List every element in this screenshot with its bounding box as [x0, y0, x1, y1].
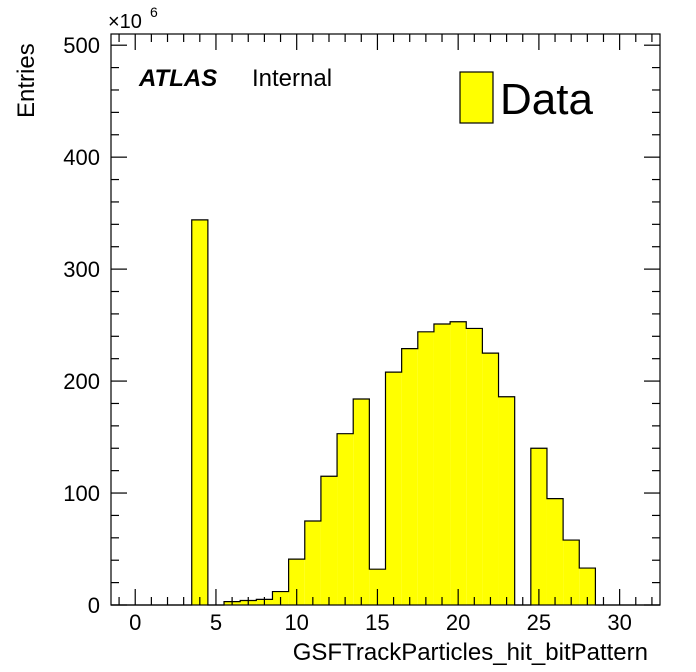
legend-swatch — [459, 71, 494, 124]
y-tick-label: 300 — [63, 257, 100, 282]
histogram-bar — [563, 540, 580, 605]
histogram-bar — [288, 559, 305, 605]
y-tick-label: 500 — [63, 33, 100, 58]
histogram-outline — [111, 219, 660, 606]
x-axis-label: GSFTrackParticles_hit_bitPattern — [293, 639, 648, 666]
histogram-bar — [369, 569, 386, 605]
x-tick-label: 20 — [446, 610, 470, 635]
histogram-bar — [385, 372, 402, 605]
x-tick-label: 15 — [365, 610, 389, 635]
y-multiplier-exponent: 6 — [150, 4, 158, 20]
histogram-bar — [320, 476, 338, 605]
histogram-bar — [433, 323, 451, 605]
plot-frame — [110, 33, 661, 606]
legend-label: Data — [500, 75, 593, 124]
histogram-bar — [466, 328, 483, 605]
atlas-label: ATLAS — [138, 65, 217, 92]
histogram-bar — [579, 568, 596, 605]
y-tick-label: 0 — [88, 593, 100, 618]
x-axis-ticks: 0 5 10 15 20 25 30 — [118, 34, 653, 635]
histogram-bar — [482, 353, 499, 605]
histogram-bars — [191, 219, 596, 605]
histogram-bar — [337, 433, 354, 605]
x-tick-label: 5 — [210, 610, 222, 635]
histogram-bar — [304, 521, 321, 605]
x-tick-label: 30 — [607, 610, 631, 635]
histogram-bar — [191, 219, 208, 605]
legend: Data — [459, 71, 593, 124]
x-tick-label: 10 — [284, 610, 308, 635]
histogram-bar — [401, 348, 418, 605]
y-tick-label: 200 — [63, 369, 100, 394]
y-axis-ticks: 0 100 200 300 400 500 — [63, 33, 660, 618]
histogram-bar — [530, 448, 547, 605]
y-multiplier: ×10 — [108, 11, 142, 33]
histogram-bar — [546, 498, 564, 605]
histogram-bar — [498, 396, 515, 605]
y-tick-label: 100 — [63, 481, 100, 506]
histogram-bar — [353, 398, 370, 605]
x-tick-label: 0 — [129, 610, 141, 635]
y-tick-label: 400 — [63, 145, 100, 170]
x-tick-label: 25 — [527, 610, 551, 635]
histogram-bar — [417, 331, 434, 605]
histogram-bar — [450, 321, 467, 605]
internal-label: Internal — [252, 65, 332, 92]
y-axis-label: Entries — [13, 43, 40, 118]
